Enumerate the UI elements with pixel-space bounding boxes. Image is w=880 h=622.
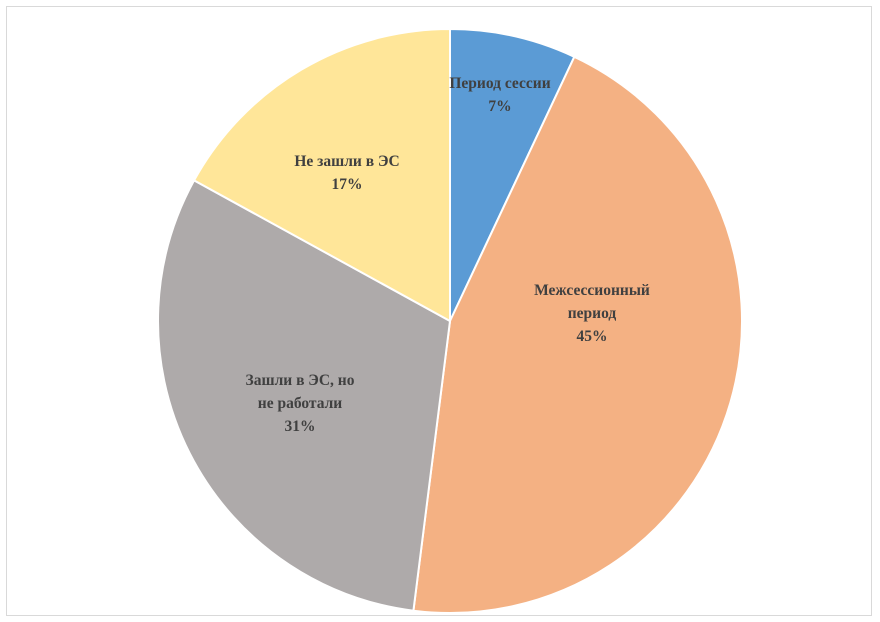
pie-slice	[157, 179, 451, 612]
pie-slice	[449, 28, 576, 322]
slice-label-line: Межсессионный	[534, 282, 650, 299]
slice-label-line: Не зашли в ЭС	[294, 153, 399, 170]
slice-data-label: Период сессии 7%	[449, 75, 550, 115]
slice-label-line: период	[568, 305, 617, 322]
slice-data-label: Не зашли в ЭС 17%	[294, 153, 399, 193]
slice-percent: 7%	[488, 98, 511, 115]
slice-label-line: не работали	[258, 395, 343, 412]
pie-slice	[193, 28, 451, 322]
slice-data-label: Межсессионный период 45%	[534, 282, 650, 345]
slice-percent: 31%	[285, 418, 316, 435]
slice-percent: 17%	[332, 176, 363, 193]
pie-slice	[412, 55, 743, 614]
slice-data-label: Зашли в ЭС, но не работали 31%	[246, 372, 355, 435]
slice-label-line: Период сессии	[449, 75, 550, 92]
slice-percent: 45%	[577, 328, 608, 345]
slice-label-line: Зашли в ЭС, но	[246, 372, 355, 389]
